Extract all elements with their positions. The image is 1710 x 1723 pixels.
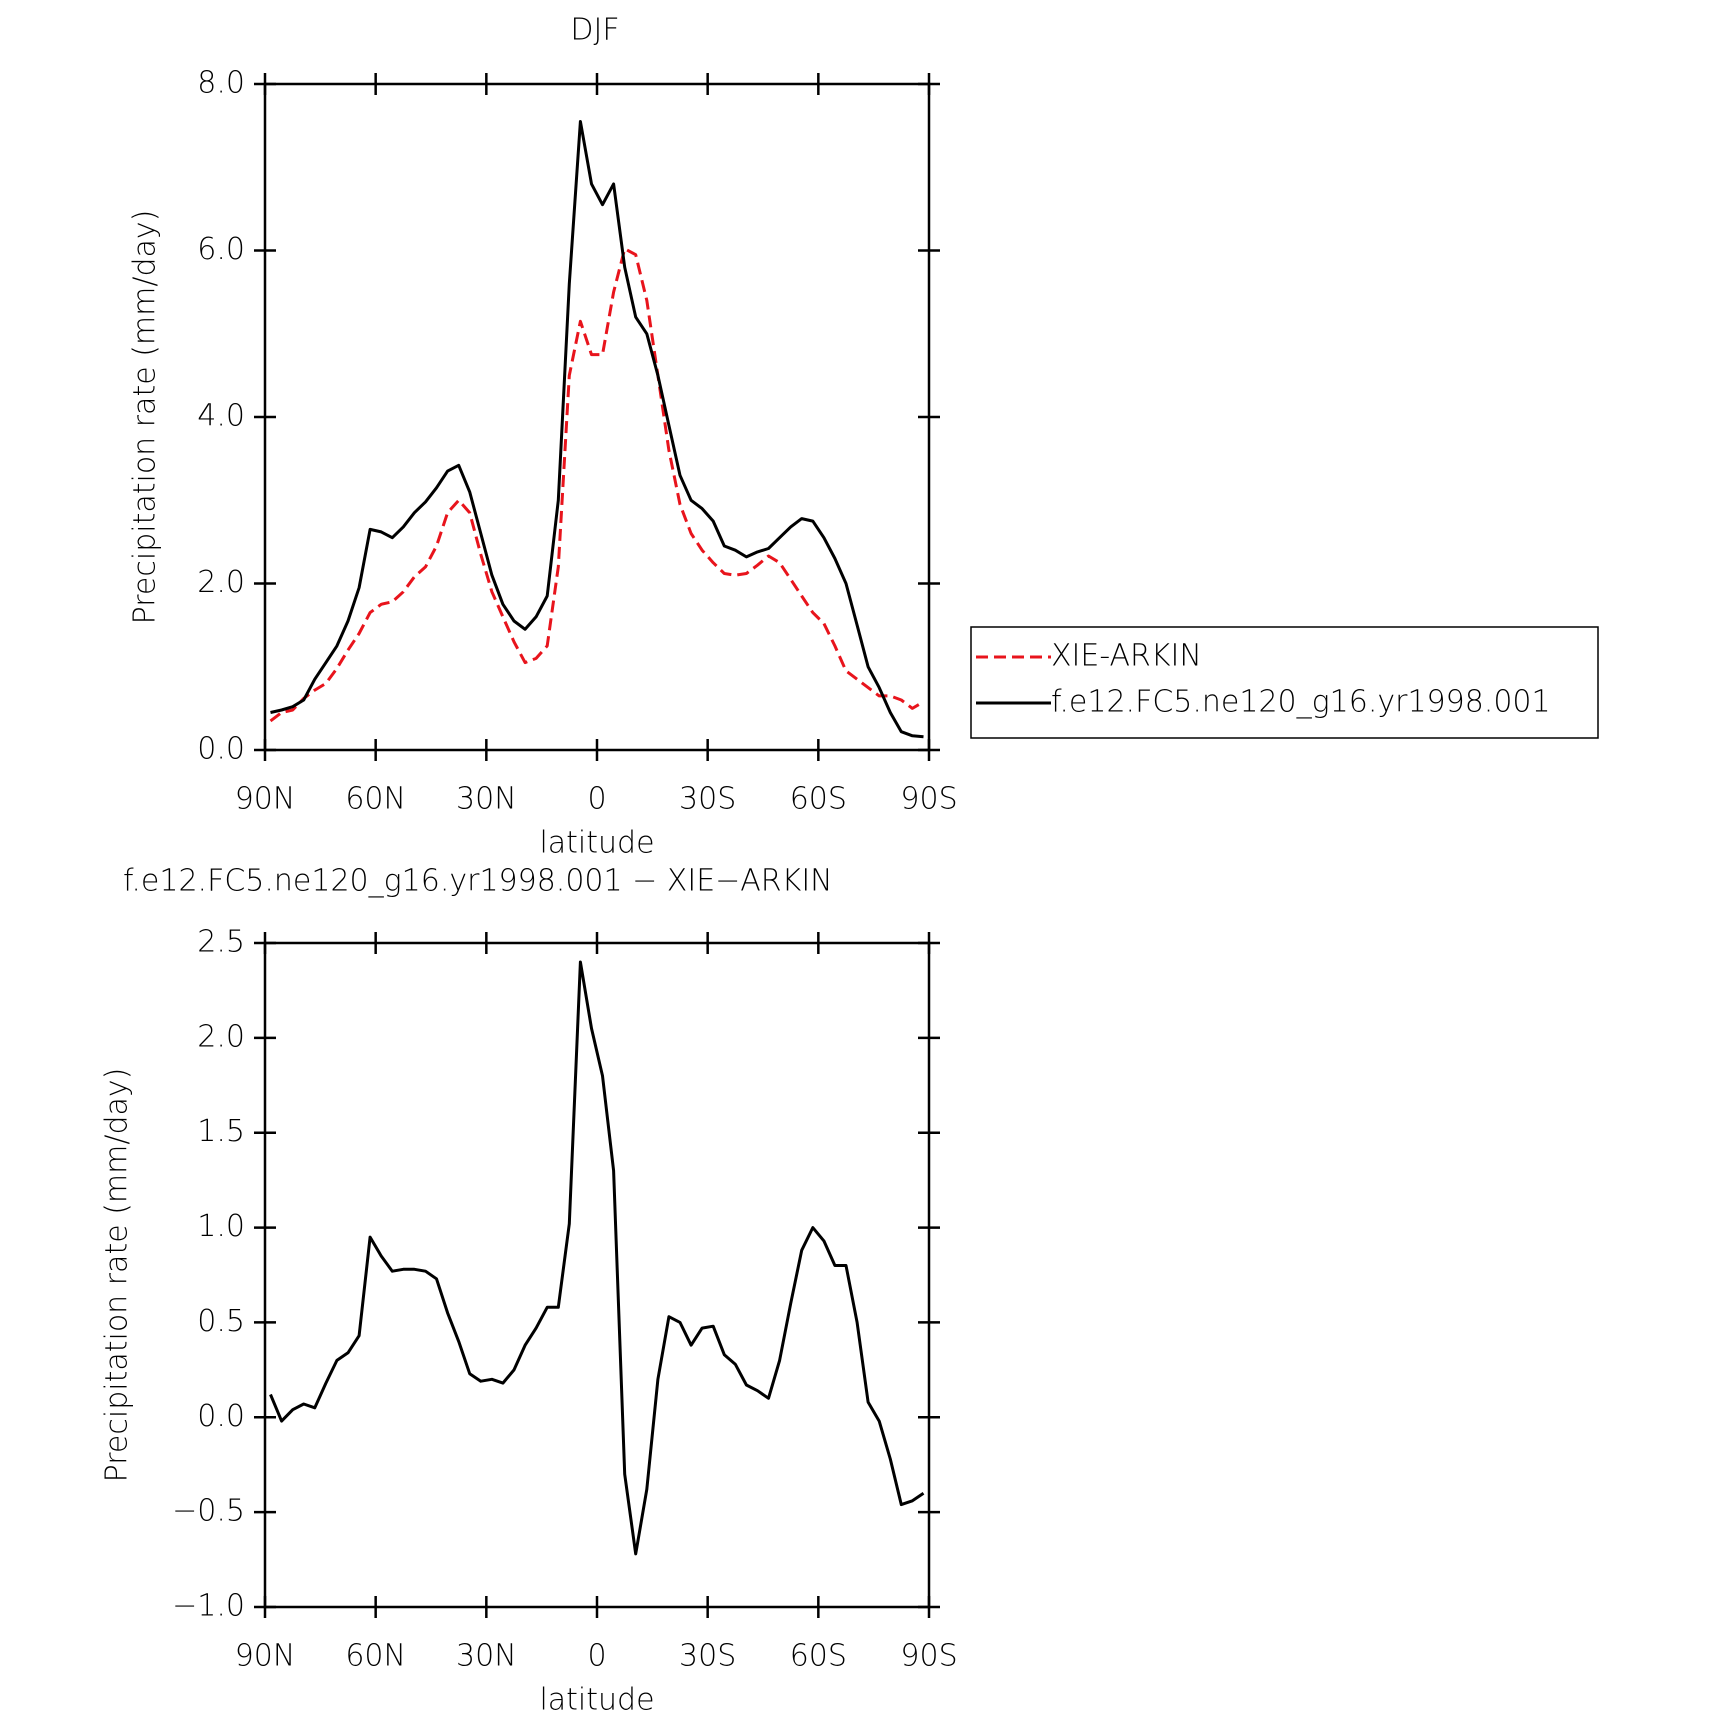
x-axis-label: latitude [539,1683,654,1718]
y-tick-label: 2.0 [197,565,245,600]
y-tick-label: 1.0 [197,1209,245,1244]
x-tick-label: 60N [345,782,406,817]
x-tick-label: 30N [456,782,517,817]
y-tick-label: −0.5 [172,1494,245,1529]
plot-frame [263,82,931,752]
x-tick-label: 0 [587,1639,606,1674]
y-tick-label: 0.0 [197,732,245,767]
y-axis-label: Precipitation rate (mm/day) [100,1068,135,1483]
plot: DJF 0.0 2.0 4.0 6.0 8.0 90N 60N 30N 0 30S 60S 90S lat… [128,13,1599,861]
legend-label: f.e12.FC5.ne120_g16.yr1998.001 [1051,685,1551,720]
x-tick-label: 60N [345,1639,406,1674]
x-tick-label: 30N [456,1639,517,1674]
legend: XIE-ARKIN f.e12.FC5.ne120_g16.yr1998.001 [970,626,1599,739]
y-tick-label: 0.0 [197,1399,245,1434]
x-tick-label: 60S [790,782,847,817]
x-tick-label: 60S [790,1639,847,1674]
chart-title: f.e12.FC5.ne120_g16.yr1998.001 − XIE−ARK… [123,864,833,899]
x-axis-label: latitude [539,826,654,861]
x-tick-label: 30S [679,782,736,817]
series-line [270,120,924,739]
legend-frame [970,626,1599,739]
x-tick-label: 90S [900,1639,957,1674]
y-tick-label: 0.5 [197,1304,245,1339]
x-tick-label: 90S [900,782,957,817]
y-tick-label: 6.0 [197,232,245,267]
y-axis-label: Precipitation rate (mm/day) [128,210,163,625]
y-tick-label: 4.0 [197,399,245,434]
chart-title: DJF [570,13,619,48]
y-tick-label: 1.5 [197,1114,245,1149]
y-tick-label: 2.5 [197,925,245,960]
x-tick-label: 90N [235,782,296,817]
x-tick-label: 30S [679,1639,736,1674]
series-line [269,960,925,1556]
y-tick-label: 8.0 [197,66,245,101]
series-line [269,247,925,723]
legend-label: XIE-ARKIN [1051,639,1202,674]
x-tick-label: 0 [587,782,606,817]
plot: f.e12.FC5.ne120_g16.yr1998.001 − XIE−ARK… [100,864,958,1718]
y-tick-label: 2.0 [197,1019,245,1054]
y-tick-label: −1.0 [172,1589,245,1624]
x-tick-label: 90N [235,1639,296,1674]
